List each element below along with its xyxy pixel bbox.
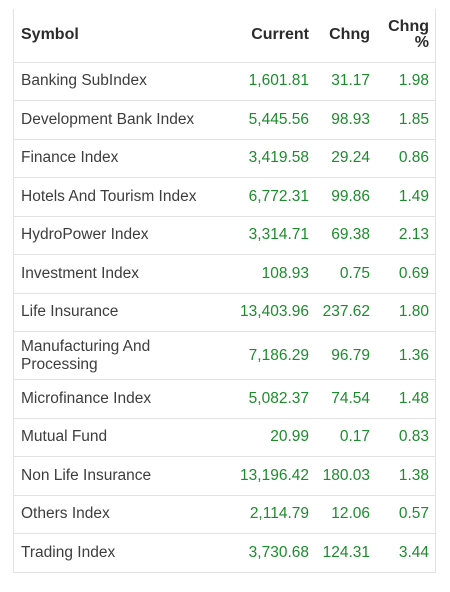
index-table-container: Symbol Current Chng Chng% Banking SubInd… (13, 9, 436, 573)
symbol-cell[interactable]: Banking SubIndex (14, 62, 224, 101)
current-cell: 3,419.58 (224, 139, 315, 178)
chng-cell: 98.93 (315, 100, 376, 140)
column-header-chng-pct-line2: % (414, 34, 429, 52)
column-header-chng-pct-line1: Chng (388, 18, 429, 36)
chng-cell: 237.62 (315, 293, 376, 332)
current-cell: 13,403.96 (224, 293, 315, 332)
chng-cell: 29.24 (315, 139, 376, 178)
symbol-cell[interactable]: HydroPower Index (14, 216, 224, 255)
current-cell: 5,445.56 (224, 100, 315, 140)
chng-cell: 69.38 (315, 216, 376, 255)
chng-pct-cell: 3.44 (398, 544, 429, 561)
chng-cell: 0.17 (315, 418, 376, 457)
table-body: Banking SubIndex 1,601.81 31.17 1.98 Develop… (14, 62, 435, 572)
chng-cell: 12.06 (315, 495, 376, 534)
symbol-cell[interactable]: Mutual Fund (14, 418, 224, 457)
table-header: Symbol Current Chng Chng% (14, 9, 435, 63)
table-row[interactable]: Non Life Insurance 13,196.42 180.03 1.38 (14, 456, 435, 496)
table-row[interactable]: Life Insurance 13,403.96 237.62 1.80 (14, 293, 435, 332)
current-cell: 108.93 (224, 254, 315, 294)
symbol-cell[interactable]: Microfinance Index (14, 379, 224, 419)
index-table: Symbol Current Chng Chng% Banking SubInd… (14, 9, 435, 572)
chng-pct-cell: 1.48 (376, 379, 435, 419)
column-header-chng-pct[interactable]: Chng% (376, 9, 435, 63)
current-cell: 20.99 (224, 418, 315, 457)
table-row[interactable]: Manufacturing And Processing 7,186.29 96.7… (14, 331, 435, 380)
chng-cell: 124.31 (322, 544, 370, 561)
chng-pct-cell: 1.80 (376, 293, 435, 332)
symbol-cell[interactable]: Trading Index (21, 544, 116, 561)
table-row[interactable]: Mutual Fund 20.99 0.17 0.83 (14, 418, 435, 457)
table-row[interactable]: Banking SubIndex 1,601.81 31.17 1.98 (14, 62, 435, 101)
current-cell: 2,114.79 (224, 495, 315, 534)
column-header-chng[interactable]: Chng (315, 9, 376, 63)
table-row[interactable]: Others Index 2,114.79 12.06 0.57 (14, 495, 435, 534)
table-row[interactable]: Development Bank Index 5,445.56 98.93 1.85 (14, 100, 435, 140)
chng-pct-cell: 1.85 (376, 100, 435, 140)
symbol-cell[interactable]: Non Life Insurance (14, 456, 224, 496)
current-cell: 13,196.42 (224, 456, 315, 496)
current-cell: 3,314.71 (224, 216, 315, 255)
chng-pct-cell: 0.57 (376, 495, 435, 534)
chng-pct-cell: 1.36 (376, 331, 435, 380)
table-row[interactable]: Microfinance Index 5,082.37 74.54 1.48 (14, 379, 435, 419)
table-row[interactable]: Hotels And Tourism Index 6,772.31 99.86 1.4… (14, 177, 435, 217)
symbol-cell[interactable]: Life Insurance (14, 293, 224, 332)
chng-cell: 31.17 (315, 62, 376, 101)
chng-pct-cell: 0.83 (376, 418, 435, 457)
current-cell: 3,730.68 (248, 544, 309, 561)
column-header-current[interactable]: Current (224, 9, 315, 63)
table-row[interactable]: Finance Index 3,419.58 29.24 0.86 (14, 139, 435, 178)
table-row[interactable]: HydroPower Index 3,314.71 69.38 2.13 (14, 216, 435, 255)
table-row[interactable]: Investment Index 108.93 0.75 0.69 (14, 254, 435, 294)
chng-pct-cell: 1.38 (376, 456, 435, 496)
chng-cell: 96.79 (315, 331, 376, 380)
chng-pct-cell: 2.13 (376, 216, 435, 255)
chng-cell: 180.03 (315, 456, 376, 496)
symbol-cell[interactable]: Hotels And Tourism Index (14, 177, 224, 217)
current-cell: 6,772.31 (224, 177, 315, 217)
chng-cell: 99.86 (315, 177, 376, 217)
current-cell: 7,186.29 (224, 331, 315, 380)
symbol-cell[interactable]: Investment Index (14, 254, 224, 294)
symbol-cell[interactable]: Manufacturing And Processing (14, 331, 224, 380)
chng-pct-cell: 0.69 (376, 254, 435, 294)
chng-cell: 74.54 (315, 379, 376, 419)
chng-pct-cell: 1.98 (376, 62, 435, 101)
symbol-cell[interactable]: Development Bank Index (14, 100, 224, 140)
symbol-cell[interactable]: Others Index (14, 495, 224, 534)
table-row[interactable]: Trading Index 3,730.68 124.31 3.44 (14, 534, 435, 573)
current-cell: 5,082.37 (224, 379, 315, 419)
current-cell: 1,601.81 (224, 62, 315, 101)
column-header-symbol[interactable]: Symbol (14, 9, 224, 63)
chng-cell: 0.75 (315, 254, 376, 294)
symbol-cell[interactable]: Finance Index (14, 139, 224, 178)
chng-pct-cell: 1.49 (376, 177, 435, 217)
header-row: Symbol Current Chng Chng% (14, 9, 435, 63)
chng-pct-cell: 0.86 (376, 139, 435, 178)
